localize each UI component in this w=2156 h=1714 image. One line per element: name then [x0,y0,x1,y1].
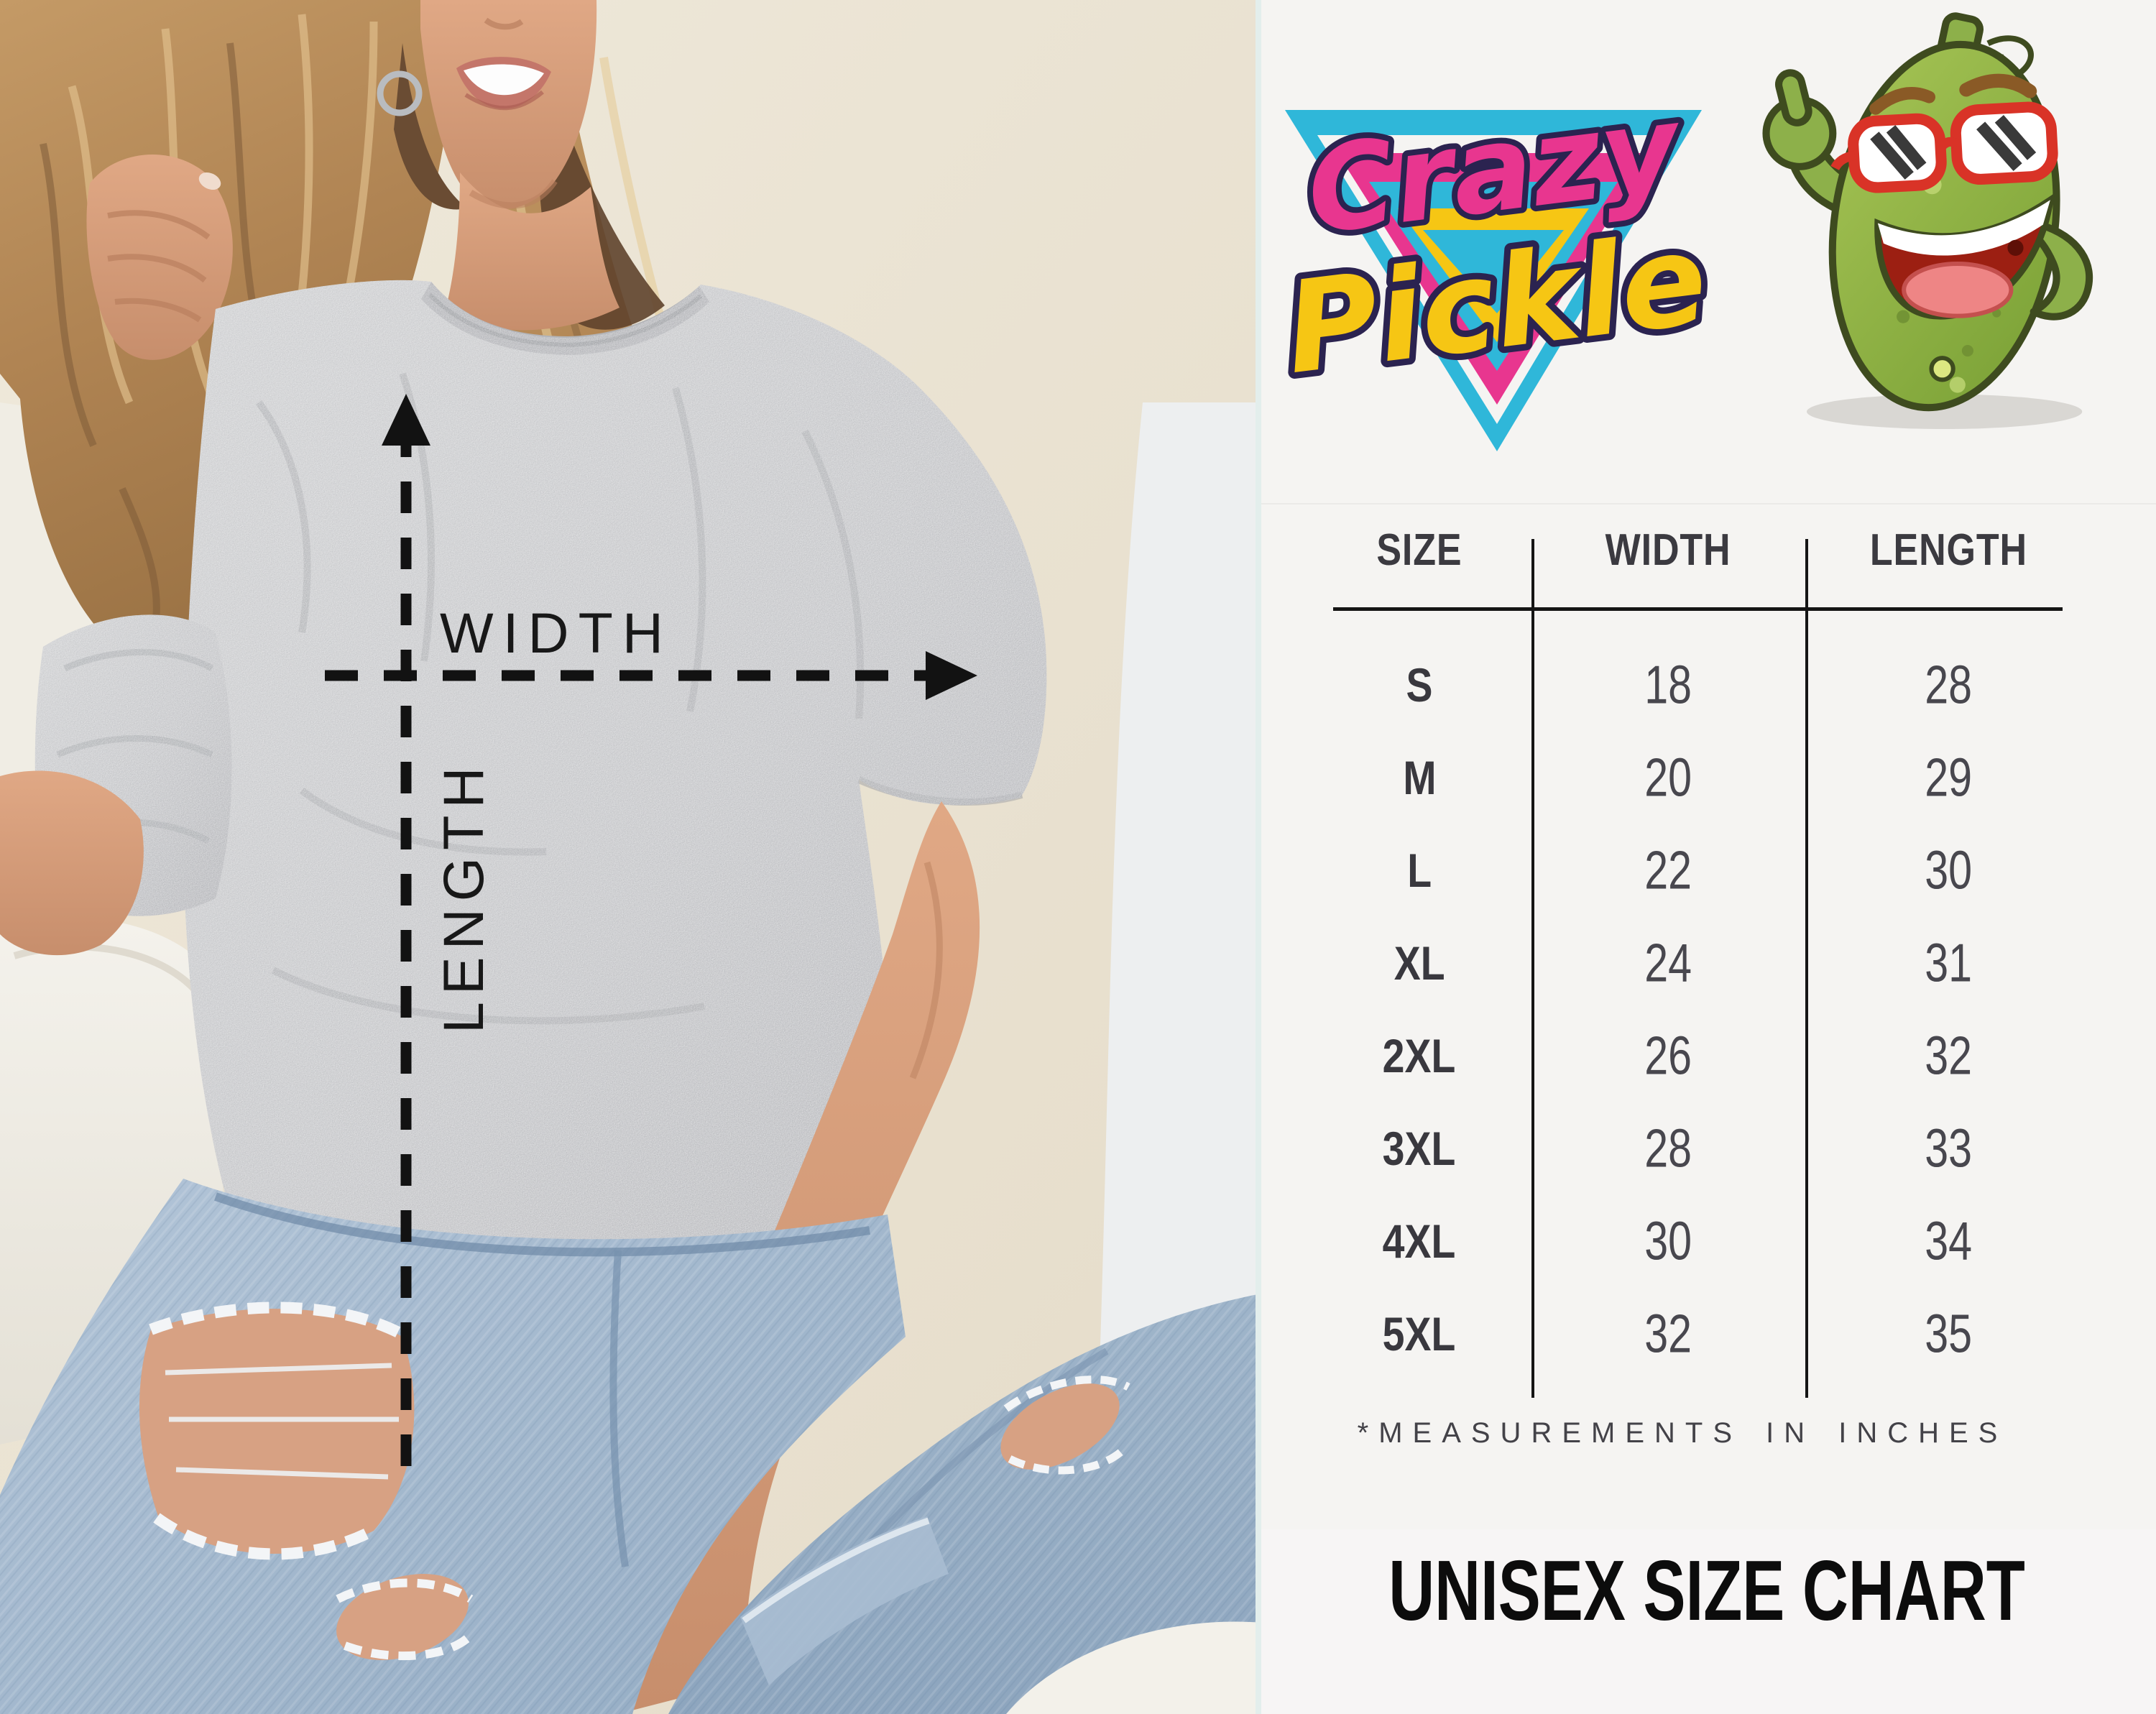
table-row: 4XL 30 34 [1261,1194,2156,1287]
table-row: 3XL 28 33 [1261,1102,2156,1194]
length-cell: 33 [1925,1118,1972,1179]
table-row: 5XL 32 35 [1261,1287,2156,1380]
length-label: LENGTH [431,760,495,1033]
size-cell: 5XL [1383,1307,1456,1360]
size-cell: M [1402,750,1437,804]
brand-logo: Crazy Pickle [1271,27,1721,480]
width-cell: 28 [1644,1118,1692,1179]
size-cell: 3XL [1383,1121,1456,1175]
model-photo: WIDTH LENGTH [0,0,1261,1714]
model-face [377,0,665,331]
retro-triangle-icon [1285,110,1702,451]
width-cell: 18 [1644,654,1692,715]
column-header-length: LENGTH [1869,525,2027,575]
table-divider-1 [1531,539,1534,1398]
size-cell: 4XL [1383,1214,1456,1268]
width-label: WIDTH [440,601,673,665]
photo-edge [1256,0,1261,1714]
size-chart-panel: Crazy Pickle [1261,0,2156,1714]
table-header-row: SIZE WIDTH LENGTH [1261,496,2156,604]
table-divider-2 [1805,539,1808,1398]
size-cell: S [1406,658,1433,711]
width-cell: 20 [1644,747,1692,808]
length-arrow-icon [382,394,430,1466]
table-row: M 20 29 [1261,731,2156,824]
table-row: XL 24 31 [1261,916,2156,1009]
length-cell: 32 [1925,1025,1972,1086]
hoop-earring [377,70,423,116]
measurements-note: *MEASUREMENTS IN INCHES [1357,1417,2008,1449]
panel-seam [1261,503,2156,504]
table-row: S 18 28 [1261,638,2156,731]
column-header-size: SIZE [1376,525,1462,575]
length-cell: 30 [1925,839,1972,900]
width-cell: 26 [1644,1025,1692,1086]
table-header-rule [1333,607,2063,611]
table-row: L 22 30 [1261,824,2156,916]
pickle-mascot-icon [1727,9,2140,429]
model-hand-left [86,154,233,360]
width-arrow-icon [325,651,977,700]
chart-title: UNISEX SIZE CHART [1388,1542,2025,1639]
width-cell: 32 [1644,1303,1692,1364]
sunglasses-icon [1830,101,2058,193]
model-elbow [0,770,144,956]
width-cell: 24 [1644,932,1692,993]
size-cell: 2XL [1383,1028,1456,1082]
bottom-band [1261,1529,2156,1714]
measurement-arrows: WIDTH LENGTH [325,394,977,1466]
length-cell: 28 [1925,654,1972,715]
size-cell: XL [1393,936,1445,990]
column-header-width: WIDTH [1606,525,1731,575]
width-cell: 22 [1644,839,1692,900]
width-cell: 30 [1644,1210,1692,1271]
table-row: 2XL 26 32 [1261,1009,2156,1102]
size-cell: L [1407,843,1432,897]
length-cell: 31 [1925,932,1972,993]
couch-cushion [1006,1621,1261,1714]
length-cell: 35 [1925,1303,1972,1364]
length-cell: 34 [1925,1210,1972,1271]
length-cell: 29 [1925,747,1972,808]
size-chart-table: SIZE WIDTH LENGTH S 18 28 M 20 29 L 22 [1261,496,2156,1380]
